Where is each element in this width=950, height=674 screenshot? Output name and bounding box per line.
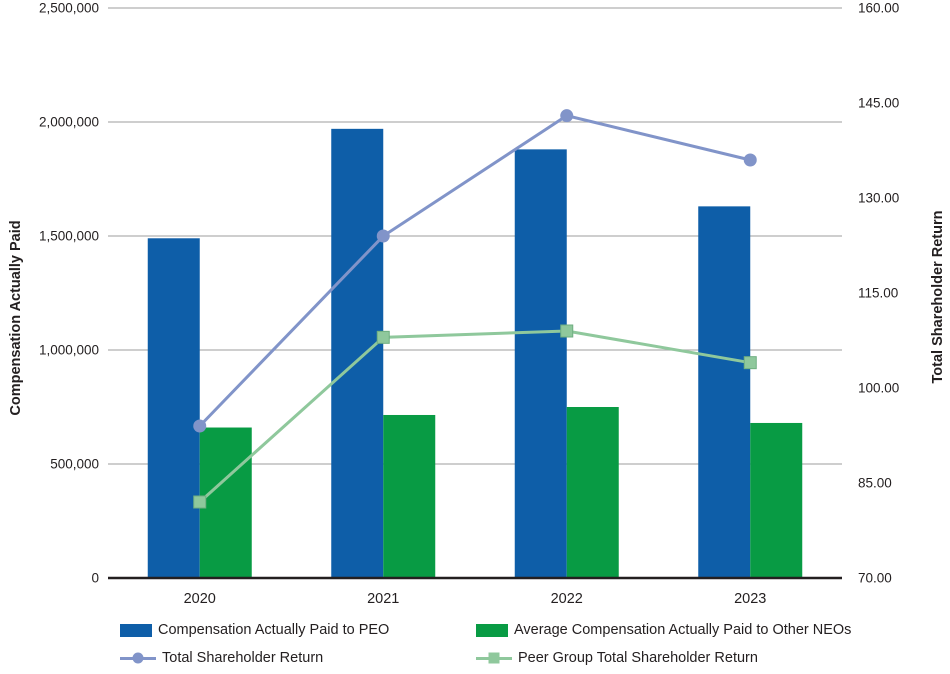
bar-peo-2020: [147, 238, 200, 578]
legend-label-neo: Average Compensation Actually Paid to Ot…: [514, 622, 852, 638]
right-axis-tick-label: 145.00: [858, 96, 899, 111]
bar-neo-2021: [383, 414, 436, 578]
left-axis-tick-label: 2,000,000: [39, 115, 99, 130]
right-axis-tick-label: 70.00: [858, 571, 892, 586]
left-axis-title: Compensation Actually Paid: [8, 220, 24, 416]
peer_tsr-line: [198, 329, 751, 504]
right-axis-tick-label: 115.00: [858, 286, 898, 301]
legend-label-peer-tsr: Peer Group Total Shareholder Return: [518, 650, 758, 666]
peer-tsr-line-swatch-icon: [476, 652, 512, 665]
bar-peo-2023: [698, 206, 751, 579]
left-axis-tick-label: 1,000,000: [39, 343, 99, 358]
legend-item-tsr: Total Shareholder Return: [120, 650, 476, 666]
peer_tsr-marker-2023: [743, 356, 757, 370]
legend-label-tsr: Total Shareholder Return: [162, 650, 324, 666]
x-axis-category-label: 2021: [367, 591, 399, 607]
right-axis-tick-label: 100.00: [858, 381, 899, 396]
x-axis-category-label: 2020: [184, 591, 216, 607]
peo-bar-swatch-icon: [120, 623, 152, 637]
tsr-marker-2023: [743, 153, 757, 167]
bar-peo-2022: [514, 149, 567, 579]
right-axis-title: Total Shareholder Return: [930, 210, 946, 384]
x-axis-category-label: 2022: [551, 591, 583, 607]
right-axis-tick-label: 85.00: [858, 476, 892, 491]
tsr-line: [198, 114, 751, 428]
peer_tsr-marker-2022: [560, 324, 574, 338]
bar-neo-2023: [750, 422, 803, 578]
legend-item-neo: Average Compensation Actually Paid to Ot…: [476, 622, 851, 638]
tsr-marker-2021: [376, 229, 390, 243]
bar-neo-2020: [199, 427, 252, 578]
bar-neo-2022: [566, 407, 619, 578]
legend-item-peer-tsr: Peer Group Total Shareholder Return: [476, 650, 851, 666]
neo-bar-swatch-icon: [476, 623, 508, 637]
left-axis-tick-label: 1,500,000: [39, 229, 99, 244]
legend-item-peo: Compensation Actually Paid to PEO: [120, 622, 476, 638]
legend: Compensation Actually Paid to PEO Averag…: [120, 622, 851, 666]
bar-peo-2021: [331, 128, 384, 578]
tsr-marker-2022: [560, 109, 574, 123]
legend-label-peo: Compensation Actually Paid to PEO: [158, 622, 390, 638]
right-axis-tick-label: 160.00: [858, 1, 899, 16]
x-axis-category-label: 2023: [734, 591, 766, 607]
right-axis-tick-label: 130.00: [858, 191, 899, 206]
peer_tsr-marker-2020: [193, 495, 207, 509]
left-axis-tick-label: 500,000: [50, 457, 99, 472]
left-axis-tick-label: 0: [91, 571, 99, 586]
left-axis-tick-label: 2,500,000: [39, 1, 99, 16]
tsr-marker-2020: [193, 419, 207, 433]
tsr-line-swatch-icon: [120, 652, 156, 665]
peer_tsr-marker-2021: [376, 330, 390, 344]
